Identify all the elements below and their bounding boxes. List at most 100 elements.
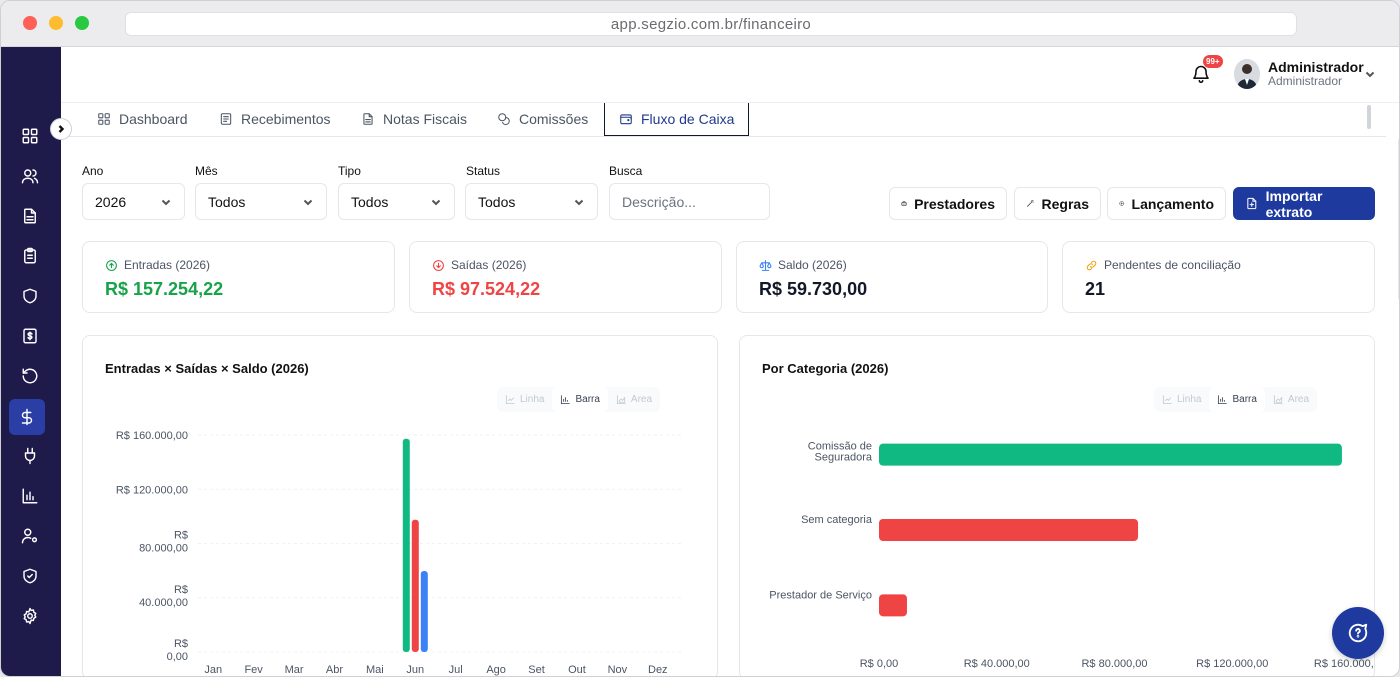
chart-type-barra[interactable]: Barra xyxy=(1209,387,1265,412)
sidebar-item-seguranca[interactable] xyxy=(15,561,45,591)
page-scrollbar[interactable] xyxy=(1398,139,1399,299)
chart-type-barra[interactable]: Barra xyxy=(552,387,608,412)
user-name[interactable]: Administrador xyxy=(1268,59,1364,75)
x-tick-label: Nov xyxy=(608,664,628,676)
sidebar-item-integracoes[interactable] xyxy=(15,441,45,471)
user-cog-icon xyxy=(21,528,38,544)
x-tick-label: R$ 120.000,00 xyxy=(1196,658,1268,670)
ano-value: 2026 xyxy=(95,193,127,210)
sidebar-item-financeiro[interactable] xyxy=(9,399,45,435)
sidebar-item-relatorios[interactable] xyxy=(15,481,45,511)
prestadores-button[interactable]: Prestadores xyxy=(889,187,1007,220)
notifications-button[interactable] xyxy=(1191,64,1213,86)
monthly-bar-chart: R$0,00R$40.000,00R$80.000,00R$ 120.000,0… xyxy=(116,430,683,676)
regras-button[interactable]: Regras xyxy=(1014,187,1101,220)
mes-select[interactable]: Todos xyxy=(195,183,327,220)
area-chart-icon xyxy=(1273,395,1283,405)
x-tick-label: Jan xyxy=(204,664,222,676)
entradas-label: Entradas (2026) xyxy=(124,258,211,272)
plus-circle-icon xyxy=(1119,201,1125,206)
chevron-down-icon xyxy=(574,199,584,205)
maximize-window-button[interactable] xyxy=(75,16,89,30)
saldo-value: R$ 59.730,00 xyxy=(759,279,868,299)
tab-recebimentos[interactable]: Recebimentos xyxy=(219,103,331,135)
address-bar[interactable]: app.segzio.com.br/financeiro xyxy=(125,12,1297,36)
x-tick-label: Mai xyxy=(366,664,384,676)
tab-dashboard[interactable]: Dashboard xyxy=(97,103,188,135)
file-text-icon xyxy=(24,208,36,224)
dollar-icon xyxy=(21,408,33,426)
filter-tipo-label: Tipo xyxy=(338,164,361,178)
toggle-label: Area xyxy=(1287,394,1310,405)
x-tick-label: Mar xyxy=(285,664,304,676)
x-tick-label: Dez xyxy=(648,664,668,676)
bar-category-0 xyxy=(879,443,1342,466)
toggle-label: Area xyxy=(630,394,653,405)
chart-type-linha[interactable]: Linha xyxy=(497,387,552,412)
clipboard-icon xyxy=(24,247,36,264)
user-menu-chevron[interactable] xyxy=(1364,67,1376,79)
chevron-down-icon xyxy=(303,199,313,205)
importar-extrato-button[interactable]: Importar extrato xyxy=(1233,187,1375,220)
sidebar-item-seguros[interactable] xyxy=(15,281,45,311)
top-header: 99+ Administrador Administrador xyxy=(61,47,1399,103)
tabs-scrollbar[interactable] xyxy=(1367,105,1371,129)
chart-type-linha[interactable]: Linha xyxy=(1154,387,1209,412)
y-tick-label: Comissão de xyxy=(808,441,872,453)
chevron-down-icon xyxy=(1365,71,1375,78)
tab-notas-fiscais[interactable]: Notas Fiscais xyxy=(361,103,467,135)
area-chart-icon xyxy=(616,395,626,405)
sidebar-item-tarefas[interactable] xyxy=(15,241,45,271)
tipo-select[interactable]: Todos xyxy=(338,183,455,220)
sidebar-item-usuarios[interactable] xyxy=(15,521,45,551)
button-label: Prestadores xyxy=(914,195,995,212)
minimize-window-button[interactable] xyxy=(49,16,63,30)
sidebar-item-clientes[interactable] xyxy=(15,161,45,191)
sidebar-toggle-button[interactable] xyxy=(50,118,72,140)
sidebar-item-dashboard[interactable] xyxy=(15,121,45,151)
avatar[interactable] xyxy=(1234,59,1260,89)
sidebar-item-renovacoes[interactable] xyxy=(15,361,45,391)
chart-type-area[interactable]: Area xyxy=(1265,387,1317,412)
y-tick-label: R$ 120.000,00 xyxy=(116,484,188,496)
chat-support-button[interactable] xyxy=(1332,607,1384,659)
tab-bar: Dashboard Recebimentos Notas Fiscais Com… xyxy=(61,103,1386,137)
bell-icon xyxy=(1193,65,1209,84)
tab-label: Notas Fiscais xyxy=(383,111,468,127)
tab-fluxo-de-caixa[interactable]: Fluxo de Caixa xyxy=(604,103,750,136)
bar-chart-icon xyxy=(1218,395,1228,405)
x-tick-label: Jun xyxy=(406,664,424,676)
tab-label: Recebimentos xyxy=(241,111,331,127)
pendentes-label: Pendentes de conciliação xyxy=(1104,258,1241,272)
saidas-label: Saídas (2026) xyxy=(451,258,527,272)
tab-comissoes[interactable]: Comissões xyxy=(497,103,588,135)
x-tick-label: R$ 40.000,00 xyxy=(964,658,1030,670)
bar-category-1 xyxy=(879,519,1139,541)
lancamento-button[interactable]: Lançamento xyxy=(1107,187,1226,220)
ano-select[interactable]: 2026 xyxy=(82,183,185,220)
saidas-card: Saídas (2026) R$ 97.524,22 xyxy=(409,241,722,313)
toggle-label: Linha xyxy=(520,394,545,405)
x-tick-label: Jul xyxy=(449,664,463,676)
close-window-button[interactable] xyxy=(23,16,37,30)
y-tick-label: 80.000,00 xyxy=(139,543,188,555)
bar-jun-2 xyxy=(420,570,428,652)
chart-type-area[interactable]: Area xyxy=(608,387,660,412)
sidebar-item-documentos[interactable] xyxy=(15,201,45,231)
y-tick-label: R$ 160.000,00 xyxy=(116,430,188,442)
chevron-right-icon xyxy=(58,125,65,133)
file-import-icon xyxy=(1247,197,1257,210)
y-tick-label: Seguradora xyxy=(815,452,873,464)
status-select[interactable]: Todos xyxy=(465,183,598,220)
entradas-card: Entradas (2026) R$ 157.254,22 xyxy=(82,241,395,313)
search-input[interactable] xyxy=(609,183,770,220)
plug-icon xyxy=(24,447,36,465)
x-tick-label: R$ 160.000,00 xyxy=(1314,658,1375,670)
main-content: 99+ Administrador Administrador Dashboar… xyxy=(61,47,1399,676)
y-tick-label: R$ xyxy=(174,530,188,542)
sidebar-item-configuracoes[interactable] xyxy=(15,601,45,631)
arrow-up-circle-icon xyxy=(106,259,117,271)
mes-value: Todos xyxy=(208,193,246,210)
monthly-chart-panel: Entradas × Saídas × Saldo (2026) Linha B… xyxy=(82,335,718,676)
sidebar-item-faturas[interactable] xyxy=(15,321,45,351)
